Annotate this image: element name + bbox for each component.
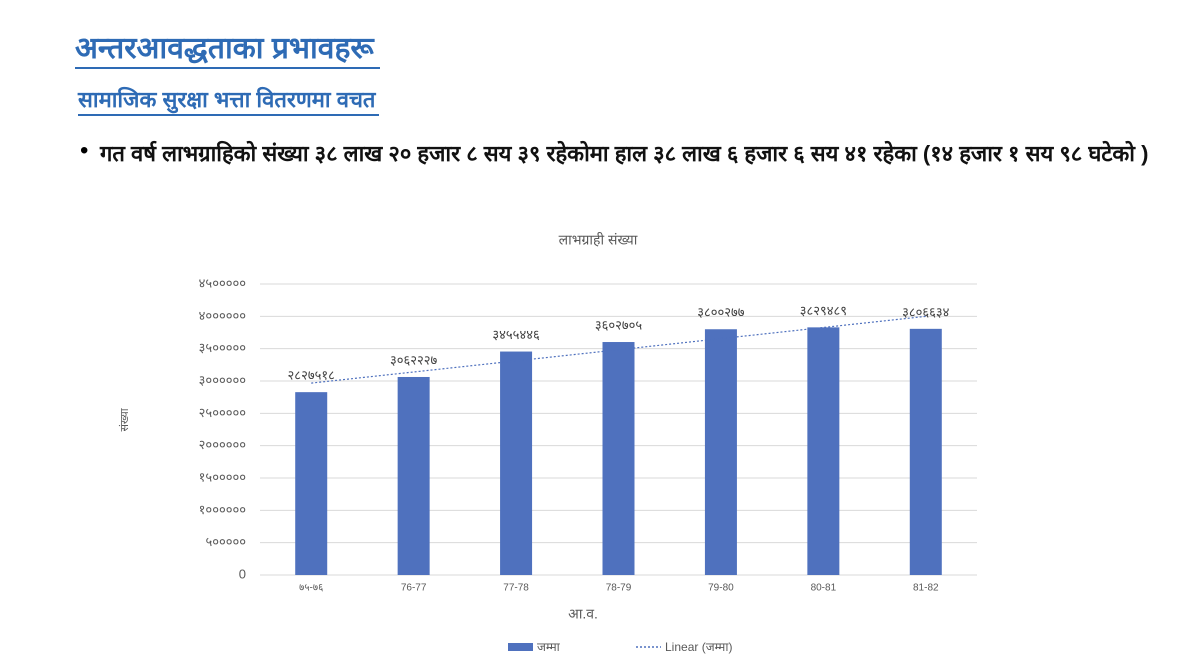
y-tick-label: ५००००० xyxy=(205,534,246,549)
data-label: २८२७५१८ xyxy=(288,368,336,383)
slide-title: अन्तरआवद्धताका प्रभावहरू xyxy=(75,26,380,69)
x-tick-label: ७५-७६ xyxy=(299,583,323,594)
bullet-dot: • xyxy=(80,137,89,164)
x-tick-label: 79-80 xyxy=(708,583,734,594)
data-label: ३०६२२२७ xyxy=(390,352,438,367)
data-label: ३८२९४८९ xyxy=(800,303,847,318)
y-tick-label: 0 xyxy=(239,566,246,581)
y-tick-label: ३०००००० xyxy=(199,372,246,387)
bullet-text: गत वर्ष लाभग्राहिको संख्या ३८ लाख २० हजा… xyxy=(100,141,1149,166)
data-label: ३८००२७७ xyxy=(697,305,745,320)
chart-title: लाभग्राही संख्या xyxy=(559,232,638,248)
x-tick-label: 80-81 xyxy=(811,583,837,594)
bar xyxy=(807,327,840,575)
bar xyxy=(500,351,533,575)
bar xyxy=(397,376,430,575)
data-label: ३८०६६३४ xyxy=(902,304,950,319)
x-tick-label: 81-82 xyxy=(913,583,939,594)
y-tick-label: ४०००००० xyxy=(199,308,246,323)
legend-label: Linear (जम्मा) xyxy=(665,640,732,654)
x-tick-label: 76-77 xyxy=(401,583,427,594)
trendline xyxy=(311,315,926,384)
y-tick-label: २५००००० xyxy=(199,405,246,420)
bar xyxy=(602,342,635,575)
x-tick-label: 78-79 xyxy=(606,583,632,594)
x-tick-label: 77-78 xyxy=(503,583,529,594)
slide-subtitle: सामाजिक सुरक्षा भत्ता वितरणमा वचत xyxy=(78,84,380,116)
data-label: ३६०२७०५ xyxy=(595,317,643,332)
legend-swatch xyxy=(508,643,533,651)
bar xyxy=(704,329,737,575)
y-tick-label: १०००००० xyxy=(199,502,246,517)
x-axis-label: आ.व. xyxy=(568,606,598,622)
data-label: ३४५५४४६ xyxy=(492,327,540,342)
y-tick-label: ४५००००० xyxy=(199,275,246,290)
bar xyxy=(295,392,328,575)
bar xyxy=(909,328,942,575)
y-tick-label: १५००००० xyxy=(199,469,246,484)
y-tick-label: २०००००० xyxy=(199,437,246,452)
y-axis-label: संख्या xyxy=(118,408,131,431)
y-tick-label: ३५००००० xyxy=(199,340,246,355)
legend-label: जम्मा xyxy=(537,640,561,654)
